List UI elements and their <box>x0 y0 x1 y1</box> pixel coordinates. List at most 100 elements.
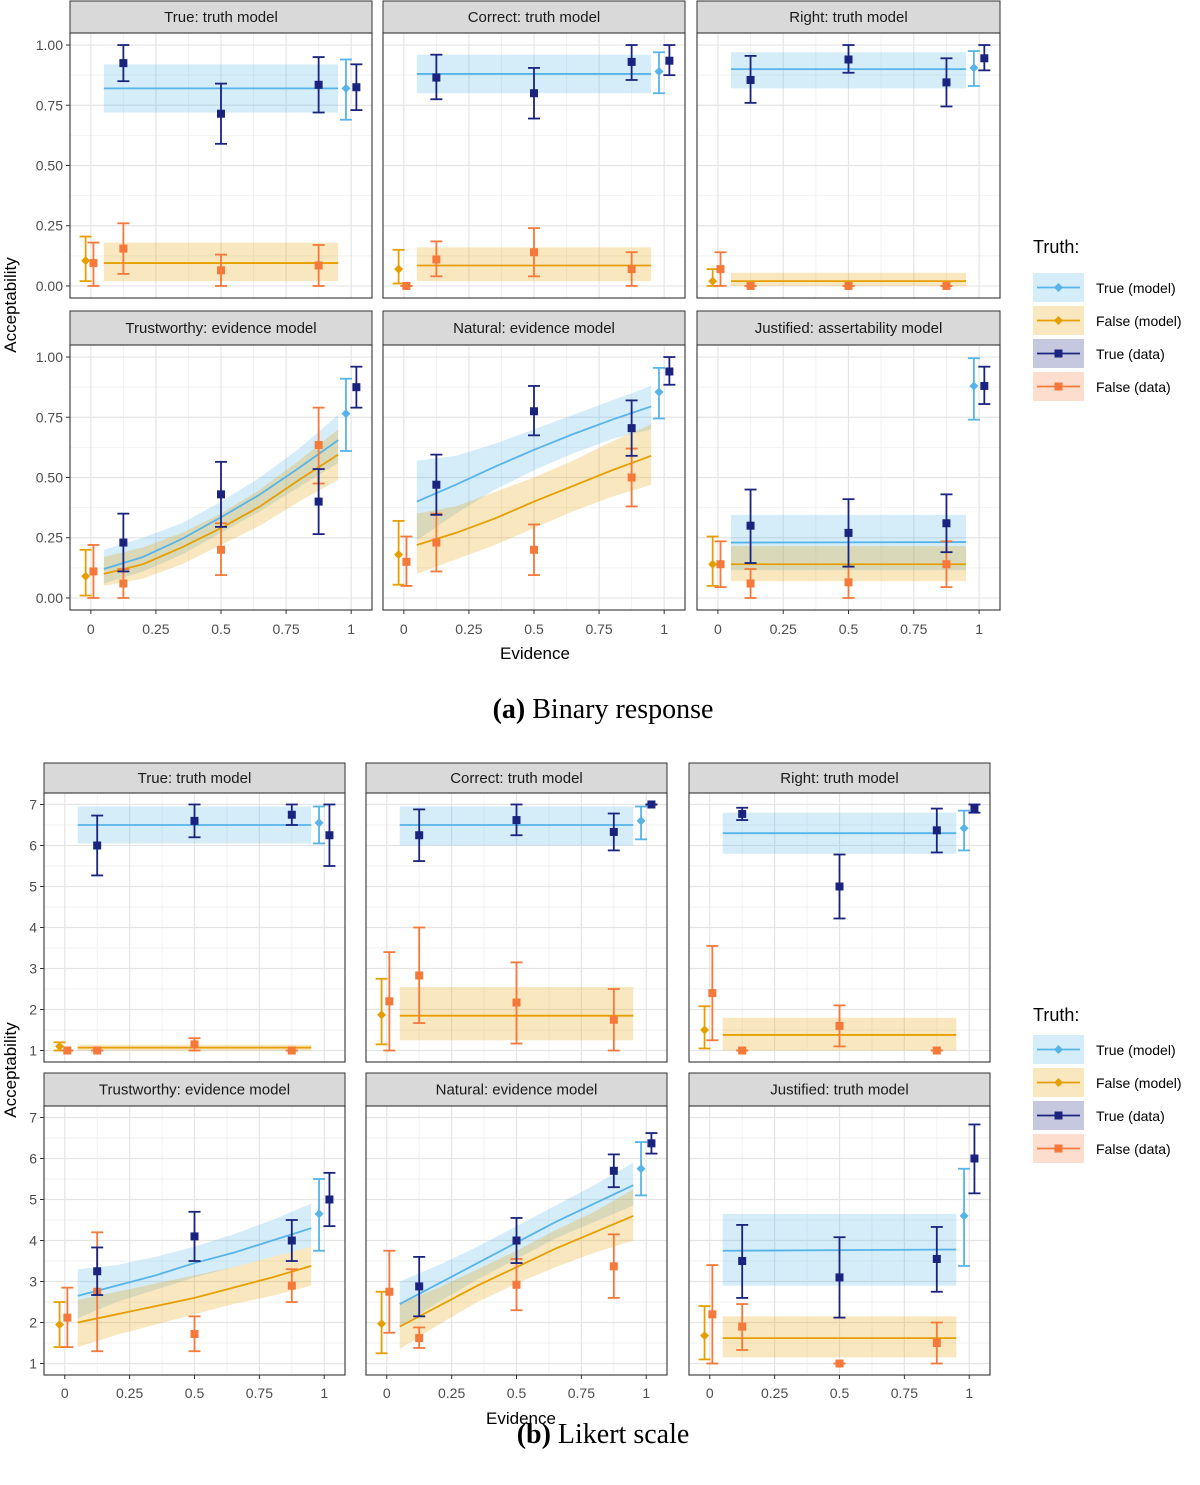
true-data-point <box>932 826 941 835</box>
false-data-point <box>512 1280 521 1289</box>
true-model-endpoint <box>314 818 324 828</box>
false-model-endpoint <box>700 1025 710 1035</box>
x-tick-label: 0 <box>706 1385 714 1401</box>
x-tick-label: 1 <box>660 621 668 637</box>
true-data-point <box>512 816 521 825</box>
false-data-point <box>217 545 225 554</box>
false-data-point <box>402 557 411 566</box>
y-axis-title: Acceptability <box>1 1022 20 1118</box>
y-tick-label: 6 <box>29 837 37 853</box>
facet-strip <box>688 1072 991 1107</box>
true-model-endpoint <box>314 1209 324 1219</box>
y-tick-label: 0.25 <box>36 530 63 546</box>
false-model-endpoint <box>81 256 91 266</box>
facet-title: Natural: evidence model <box>453 320 615 337</box>
legend-key-marker <box>1054 1045 1063 1054</box>
true-data-point <box>738 809 747 818</box>
facet-strip <box>365 762 668 794</box>
facet-title: Right: truth model <box>780 770 898 787</box>
false-data-point <box>708 1310 717 1319</box>
false-model-line <box>416 454 652 546</box>
y-tick-label: 0.50 <box>36 158 63 174</box>
true-model-line <box>416 405 652 503</box>
true-data-point <box>665 367 674 376</box>
legend: Truth: True (model) False (model) True (dat… <box>1033 1005 1182 1163</box>
y-tick-label: 1 <box>29 1043 37 1059</box>
true-data-point <box>325 831 334 840</box>
false-data-point <box>415 1334 424 1343</box>
x-tick-label: 0.75 <box>246 1385 273 1401</box>
true-data-point <box>665 56 674 65</box>
legend-label: True (model) <box>1096 1042 1176 1058</box>
true-data-point <box>93 841 102 850</box>
false-data-point <box>746 281 755 290</box>
true-data-point <box>746 521 755 530</box>
facet-panel: Justified: truth model 0 0.25 0.5 0.75 1 <box>688 1072 991 1401</box>
false-data-point <box>287 1046 296 1055</box>
y-tick-label: 4 <box>29 920 37 936</box>
true-data-point <box>942 519 951 528</box>
legend-item: False (model) <box>1033 1068 1182 1097</box>
false-model-band <box>416 424 652 574</box>
facet-title: Trustworthy: evidence model <box>125 320 316 337</box>
true-data-point <box>217 109 225 118</box>
legend-label: True (model) <box>1096 280 1176 296</box>
true-data-point <box>970 804 979 813</box>
facet-title: Correct: truth model <box>468 9 601 26</box>
x-tick-label: 1 <box>965 1385 973 1401</box>
caption-text: Binary response <box>525 694 713 725</box>
panel-border <box>696 32 1001 299</box>
true-data-point <box>942 78 951 87</box>
false-data-point <box>119 579 128 588</box>
y-tick-label: 3 <box>29 1274 37 1290</box>
true-model-band <box>103 414 339 584</box>
facet-title: Justified: truth model <box>770 1082 908 1099</box>
legend-label: True (data) <box>1096 346 1165 362</box>
false-data-point <box>63 1313 72 1322</box>
true-data-point <box>970 1154 979 1163</box>
x-tick-label: 1 <box>642 1385 650 1401</box>
x-tick-label: 0.25 <box>455 621 482 637</box>
true-data-point <box>314 80 323 89</box>
true-data-point <box>325 1195 334 1204</box>
y-tick-label: 0.75 <box>36 409 63 425</box>
true-model-endpoint <box>636 1164 646 1174</box>
true-data-point <box>746 75 755 84</box>
false-data-point <box>530 545 538 554</box>
false-data-point <box>402 281 411 290</box>
false-data-point <box>190 1040 199 1049</box>
true-data-point <box>627 424 636 433</box>
false-data-point <box>844 281 853 290</box>
legend-title: Truth: <box>1033 1005 1079 1025</box>
panel-border <box>365 792 668 1063</box>
true-data-point <box>352 383 361 392</box>
true-data-point <box>190 1232 199 1241</box>
legend-key-marker <box>1054 316 1063 325</box>
true-data-point <box>932 1254 941 1263</box>
false-model-endpoint <box>708 559 718 569</box>
legend-key-marker <box>1054 382 1063 391</box>
x-tick-label: 0.75 <box>272 621 299 637</box>
facet-panel: Right: truth model <box>696 0 1001 299</box>
x-tick-label: 0.75 <box>585 621 612 637</box>
facet-strip <box>43 762 346 794</box>
facet-strip <box>69 0 373 34</box>
false-data-point <box>190 1329 199 1338</box>
legend-key-marker <box>1054 283 1063 292</box>
facet-title: Trustworthy: evidence model <box>99 1082 290 1099</box>
true-data-point <box>415 831 424 840</box>
legend-label: False (data) <box>1096 379 1171 395</box>
x-axis-title: Evidence <box>500 644 570 663</box>
x-tick-label: 0.5 <box>524 621 544 637</box>
false-model-endpoint <box>377 1319 387 1329</box>
false-model-endpoint <box>55 1320 65 1330</box>
false-data-point <box>716 560 725 569</box>
false-model-band <box>722 1316 957 1358</box>
y-tick-label: 7 <box>29 1109 37 1125</box>
facet-panel: True: truth model 0.00 0.25 0.50 0.75 1.00 <box>36 0 373 299</box>
facet-strip <box>382 310 686 346</box>
false-data-point <box>314 440 323 449</box>
false-data-point <box>415 971 424 980</box>
facet-panel: Trustworthy: evidence model0.000.250.500… <box>36 310 373 637</box>
facet-title: Correct: truth model <box>450 770 583 787</box>
